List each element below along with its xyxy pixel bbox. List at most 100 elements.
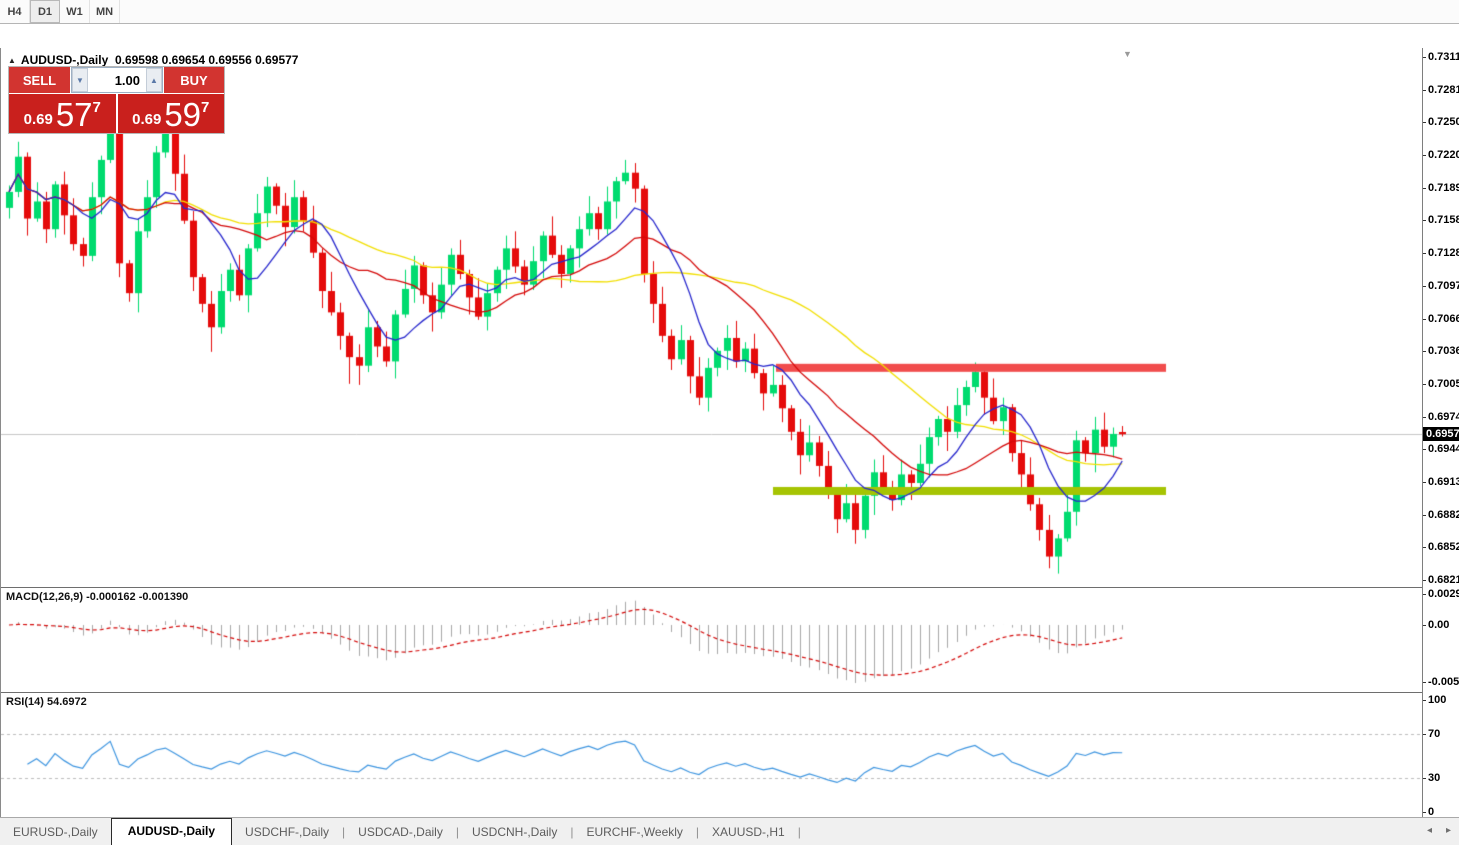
chart-region: ▲ AUDUSD-,Daily 0.69598 0.69654 0.69556 … [0, 24, 1459, 841]
axis-tick-mark [1423, 384, 1426, 385]
chart-ohlc-values: 0.69598 0.69654 0.69556 0.69577 [114, 53, 299, 67]
macd-canvas[interactable] [1, 588, 1422, 692]
volume-stepper: ▼ ▲ [71, 67, 163, 93]
chart-symbol: AUDUSD-,Daily [20, 53, 109, 67]
macd-label: MACD(12,26,9) -0.000162 -0.001390 [6, 591, 188, 603]
macd-signal-value: -0.001390 [138, 591, 189, 603]
macd-axis-label: 0.002984 [1428, 588, 1459, 600]
rsi-axis-label: 30 [1428, 772, 1441, 784]
rsi-axis-label: 70 [1428, 728, 1441, 740]
chart-title-row: ▲ AUDUSD-,Daily 0.69598 0.69654 0.69556 … [8, 53, 298, 67]
buy-button[interactable]: BUY [164, 67, 224, 93]
sell-price-pip: 7 [92, 99, 101, 116]
axis-tick-mark [1423, 449, 1426, 450]
axis-tick-mark [1423, 482, 1426, 483]
rsi-canvas[interactable] [1, 693, 1422, 824]
axis-tick-mark [1423, 122, 1426, 123]
timeframe-button-mn[interactable]: MN [90, 0, 120, 23]
sell-button[interactable]: SELL [9, 67, 70, 93]
axis-tick-mark [1423, 417, 1426, 418]
price-axis-label: 0.73115 [1428, 51, 1459, 63]
price-axis-label: 0.71585 [1428, 214, 1459, 226]
tab-scroll-left-icon[interactable]: ◂ [1426, 825, 1432, 836]
axis-tick-mark [1423, 625, 1426, 626]
axis-tick-mark [1423, 253, 1426, 254]
tab-separator: | [570, 825, 574, 839]
chart-tab-usdcnh[interactable]: USDCNH-,Daily [471, 825, 558, 839]
timeframe-button-h4[interactable]: H4 [0, 0, 30, 23]
current-price-tag: 0.69577 [1423, 427, 1459, 441]
tab-scroll-right-icon[interactable]: ▸ [1445, 825, 1451, 836]
axis-tick-mark [1423, 734, 1426, 735]
volume-increase-button[interactable]: ▲ [146, 68, 162, 92]
axis-tick-mark [1423, 594, 1426, 595]
chart-shift-marker-icon[interactable]: ▼ [1123, 49, 1132, 59]
axis-tick-mark [1423, 319, 1426, 320]
axis-tick-mark [1423, 812, 1426, 813]
chart-tab-eurusd[interactable]: EURUSD-,Daily [13, 825, 98, 839]
tab-separator: | [797, 825, 801, 839]
macd-axis-label: -0.005256 [1428, 676, 1459, 688]
volume-input[interactable] [88, 68, 146, 92]
timeframe-button-d1[interactable]: D1 [30, 0, 60, 23]
chart-tab-usdchf[interactable]: USDCHF-,Daily [245, 825, 330, 839]
axis-tick-mark [1423, 580, 1426, 581]
chart-left-border [0, 48, 1, 841]
chart-title: AUDUSD-,Daily 0.69598 0.69654 0.69556 0.… [21, 53, 299, 67]
tab-separator: | [455, 825, 459, 839]
price-axis-label: 0.68825 [1428, 509, 1459, 521]
one-click-trade-panel: SELL ▼ ▲ BUY 0.69 57 7 0.69 59 7 [8, 66, 225, 134]
buy-price-main: 59 [164, 96, 202, 133]
chart-tab-xauusd[interactable]: XAUUSD-,H1 [712, 825, 785, 839]
price-axis-label: 0.69745 [1428, 411, 1459, 423]
axis-tick-mark [1423, 682, 1426, 683]
axis-tick-mark [1423, 351, 1426, 352]
sell-price-main: 57 [55, 96, 93, 133]
rsi-axis-label: 100 [1428, 694, 1447, 706]
axis-tick-mark [1423, 700, 1426, 701]
axis-tick-mark [1423, 515, 1426, 516]
axis-tick-mark [1423, 286, 1426, 287]
axis-tick-mark [1423, 155, 1426, 156]
macd-axis-label: 0.00 [1428, 619, 1450, 631]
chart-tab-usdcad[interactable]: USDCAD-,Daily [358, 825, 443, 839]
buy-price-button[interactable]: 0.69 59 7 [117, 94, 224, 133]
chart-tab-eurchf[interactable]: EURCHF-,Weekly [586, 825, 683, 839]
macd-main-value: -0.000162 [86, 591, 136, 603]
chart-tab-audusd[interactable]: AUDUSD-,Daily [110, 818, 233, 845]
axis-tick-mark [1423, 57, 1426, 58]
volume-decrease-button[interactable]: ▼ [72, 68, 88, 92]
chart-tab-bar: EURUSD-,Daily AUDUSD-,Daily USDCHF-,Daily |… [0, 817, 1459, 845]
timeframe-button-w1[interactable]: W1 [60, 0, 90, 23]
buy-price-pip: 7 [201, 99, 210, 116]
macd-name: MACD(12,26,9) [6, 591, 84, 603]
tab-separator: | [342, 825, 346, 839]
ohlc-collapse-icon[interactable]: ▲ [8, 55, 16, 65]
sell-price-button[interactable]: 0.69 57 7 [9, 94, 116, 133]
timeframe-toolbar: H4 D1 W1 MN [0, 0, 1459, 24]
axis-tick-mark [1423, 220, 1426, 221]
rsi-name: RSI(14) [6, 696, 44, 708]
price-chart-canvas[interactable] [1, 48, 1422, 587]
tab-separator: | [695, 825, 700, 839]
axis-tick-mark [1423, 90, 1426, 91]
axis-tick-mark [1423, 547, 1426, 548]
axis-tick-mark [1423, 188, 1426, 189]
sell-price-prefix: 0.69 [23, 111, 53, 128]
rsi-axis-label: 0 [1428, 806, 1435, 818]
price-axis-label: 0.72505 [1428, 116, 1459, 128]
rsi-label: RSI(14) 54.6972 [6, 696, 87, 708]
axis-tick-mark [1423, 778, 1426, 779]
